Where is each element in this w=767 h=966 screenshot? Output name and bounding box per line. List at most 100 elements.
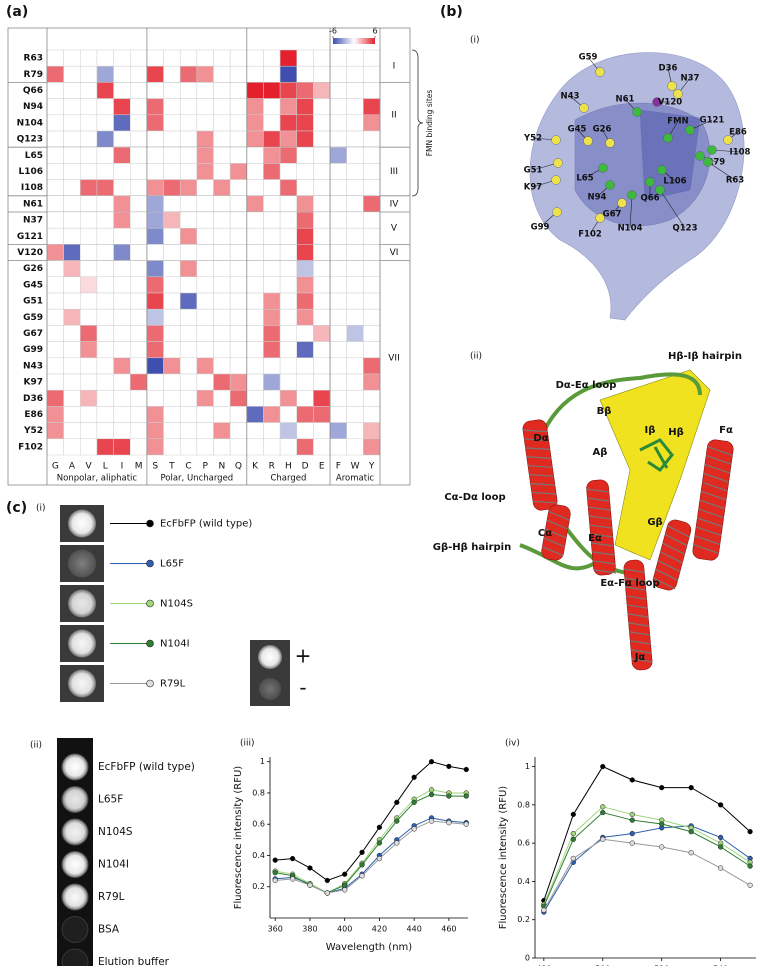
data-point bbox=[717, 802, 724, 808]
heatmap-cell bbox=[130, 422, 148, 440]
heatmap-cell bbox=[63, 163, 81, 180]
row-group-label: VII bbox=[388, 353, 399, 363]
heatmap-cell bbox=[80, 211, 98, 229]
heatmap-cell bbox=[196, 130, 214, 148]
heatmap-cell bbox=[229, 179, 248, 197]
helix-stripe bbox=[662, 542, 685, 555]
heatmap-cell bbox=[246, 357, 264, 375]
heatmap-cell bbox=[179, 146, 198, 164]
x-tick-label: 380 bbox=[302, 925, 317, 934]
data-point bbox=[411, 826, 417, 832]
heatmap-cell bbox=[80, 438, 98, 456]
y-tick-label: 0.6 bbox=[252, 820, 265, 829]
heatmap-cell bbox=[229, 82, 248, 99]
heatmap-cell bbox=[279, 373, 298, 391]
column-label: F bbox=[336, 462, 341, 472]
helix-stripe bbox=[525, 447, 550, 451]
heatmap-cell bbox=[313, 422, 331, 440]
helix-stripe bbox=[627, 613, 649, 618]
heatmap-cell bbox=[179, 114, 198, 132]
data-point bbox=[446, 820, 452, 826]
heatmap-cell bbox=[63, 146, 81, 164]
data-point bbox=[411, 799, 417, 805]
heatmap-cell bbox=[229, 227, 248, 245]
heatmap-cell bbox=[296, 65, 314, 83]
heatmap-cell bbox=[296, 195, 314, 213]
row-label: Q123 bbox=[17, 135, 43, 145]
heatmap-cell bbox=[80, 179, 98, 197]
heatmap-cell bbox=[263, 163, 281, 180]
heatmap-cell bbox=[196, 260, 214, 278]
heatmap-cell bbox=[163, 308, 181, 326]
heatmap-cell bbox=[229, 114, 248, 132]
heatmap-cell bbox=[80, 357, 98, 375]
lane-label: BSA bbox=[98, 924, 120, 936]
heatmap-cell bbox=[363, 82, 381, 99]
heatmap-cell bbox=[163, 422, 181, 440]
residue-sphere bbox=[595, 213, 605, 223]
heatmap-cell bbox=[229, 195, 248, 213]
heatmap-cell bbox=[346, 227, 364, 245]
data-point bbox=[446, 763, 452, 770]
heatmap-cell bbox=[346, 82, 364, 99]
heatmap-cell bbox=[329, 49, 347, 67]
heatmap-cell bbox=[246, 422, 264, 440]
pointer-line bbox=[707, 161, 736, 181]
heatmap-cell bbox=[363, 130, 381, 148]
heatmap-cell bbox=[113, 146, 131, 164]
heatmap-cell bbox=[96, 341, 114, 359]
heatmap-cell bbox=[213, 163, 231, 180]
data-point bbox=[570, 830, 576, 837]
heatmap-cell bbox=[80, 195, 98, 213]
heatmap-cell bbox=[346, 341, 364, 359]
row-group-label: II bbox=[391, 110, 396, 120]
heatmap-cell bbox=[329, 406, 347, 423]
heatmap-frame bbox=[7, 27, 411, 486]
heatmap-cell bbox=[313, 341, 331, 359]
heatmap-cell bbox=[80, 49, 98, 67]
data-point bbox=[359, 862, 365, 868]
data-point bbox=[463, 793, 469, 799]
heatmap-cell bbox=[229, 211, 248, 229]
column-group-label: Charged bbox=[270, 474, 306, 484]
structure-label: Iβ bbox=[645, 425, 656, 436]
heatmap-cell bbox=[363, 211, 381, 229]
heatmap-cell bbox=[213, 406, 231, 423]
heatmap-cell bbox=[213, 114, 231, 132]
heatmap-cell bbox=[179, 130, 198, 148]
heatmap-cell bbox=[63, 292, 81, 310]
column-label: Q bbox=[235, 462, 242, 472]
column-label: V bbox=[86, 462, 93, 472]
heatmap-cell bbox=[63, 82, 81, 99]
helix-stripe bbox=[705, 455, 732, 465]
data-point bbox=[688, 850, 694, 856]
residue-sphere bbox=[551, 175, 561, 185]
heatmap-cell bbox=[296, 341, 314, 359]
heatmap-cell bbox=[246, 341, 264, 359]
tube bbox=[61, 753, 89, 781]
heatmap-cell bbox=[246, 227, 264, 245]
helix-stripe bbox=[700, 490, 727, 501]
heatmap-cell bbox=[96, 114, 114, 132]
column-label: G bbox=[52, 462, 59, 472]
heatmap-cell bbox=[363, 179, 381, 197]
data-point bbox=[717, 865, 724, 871]
helix-stripe bbox=[699, 499, 726, 510]
helix-stripe bbox=[543, 537, 565, 548]
helix-stripe bbox=[693, 544, 719, 554]
heatmap-cell bbox=[96, 82, 114, 99]
heatmap-cell bbox=[130, 373, 148, 391]
heatmap-cell bbox=[196, 146, 214, 164]
heatmap-cell bbox=[229, 325, 248, 342]
ligand bbox=[639, 438, 674, 473]
heatmap-cell bbox=[46, 325, 64, 342]
heatmap-cell bbox=[263, 357, 281, 375]
heatmap-cell bbox=[146, 276, 164, 294]
spot bbox=[259, 678, 281, 700]
heatmap-cell bbox=[63, 211, 81, 229]
heatmap-cell bbox=[96, 438, 114, 456]
heatmap-cell bbox=[246, 65, 264, 83]
heatmap-cell bbox=[46, 163, 64, 180]
heatmap-cell bbox=[63, 130, 81, 148]
